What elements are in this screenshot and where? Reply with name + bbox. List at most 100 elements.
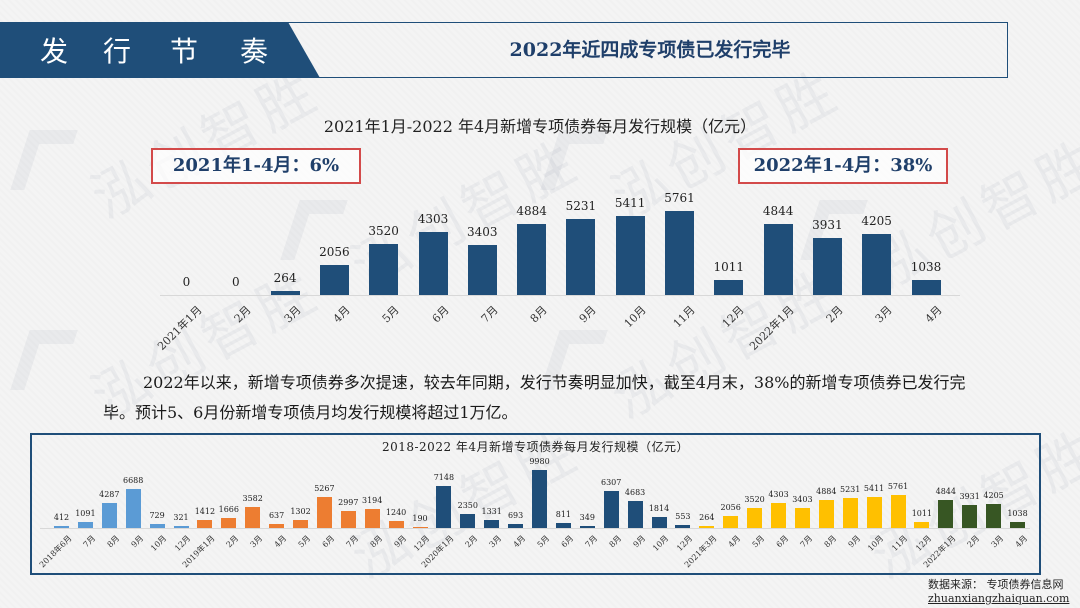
chart1-bar — [763, 224, 793, 295]
chart2-x-tick: 6月 — [559, 533, 575, 550]
page-title: 2022年近四成专项债已发行完毕 — [509, 39, 791, 61]
chart1-bar — [911, 279, 941, 295]
summary-paragraph: 2022年以来，新增专项债券多次提速，较去年同期，发行节奏明显加快，截至4月末，… — [103, 373, 966, 422]
chart2-x-tick: 6月 — [320, 533, 336, 550]
chart2-data-label: 1331 — [481, 507, 502, 517]
chart2-x-tick: 4月 — [272, 533, 289, 550]
chart2-bar — [794, 508, 810, 528]
section-char: 奏 — [240, 35, 269, 68]
chart2-data-label: 3931 — [959, 492, 980, 502]
chart2-bar — [699, 526, 715, 528]
chart1-data-label: 3520 — [368, 223, 399, 238]
chart2-x-tick: 2月 — [965, 533, 982, 550]
chart1-bar — [665, 211, 694, 295]
chart2-bar — [149, 523, 165, 528]
chart2-x-tick: 5月 — [535, 533, 552, 550]
chart2-bar — [77, 521, 93, 528]
chart2-bar — [747, 507, 763, 528]
chart2-data-label: 1240 — [385, 507, 407, 517]
chart2-data-label: 4303 — [768, 489, 789, 499]
chart2-data-label: 3582 — [242, 494, 263, 504]
source-url[interactable]: zhuanxiangzhaiquan.com — [928, 592, 1070, 605]
section-char: 发 — [40, 35, 69, 68]
chart2-bar — [101, 503, 117, 528]
chart2-data-label: 5267 — [314, 484, 335, 494]
chart2-x-tick: 8月 — [105, 533, 121, 550]
chart2-x-tick: 8月 — [822, 533, 838, 550]
chart2-bar — [340, 510, 356, 528]
chart2-x-tick: 3月 — [487, 533, 504, 550]
chart2-bar — [962, 505, 978, 528]
chart1-x-tick: 4月 — [330, 303, 353, 326]
chart2-bar — [436, 486, 452, 528]
chart1-x-tick: 3月 — [281, 303, 304, 326]
chart2-x-tick: 4月 — [726, 533, 743, 550]
chart2-x-tick: 9月 — [631, 533, 647, 550]
chart2-bar — [627, 500, 643, 528]
chart2-data-label: 4683 — [624, 487, 646, 497]
section-char: 节 — [170, 35, 199, 68]
chart2-data-label: 5411 — [863, 483, 885, 493]
chart2-bar — [818, 499, 834, 528]
chart1-data-label: 3403 — [467, 225, 498, 240]
chart2-bar — [723, 516, 739, 528]
chart2-bar — [364, 509, 380, 528]
callout-2021: 2021年1-4月：6% — [151, 148, 361, 184]
chart2-data-label: 637 — [268, 511, 285, 521]
chart1-bar — [517, 223, 547, 295]
chart1-x-tick: 2022年1月 — [746, 303, 797, 353]
chart2-bar — [675, 524, 691, 528]
chart2-data-label: 1011 — [911, 509, 933, 519]
chart1-bar — [566, 218, 596, 295]
chart2-x-tick: 9月 — [392, 533, 408, 550]
chart1-bar — [369, 243, 399, 295]
chart2-data-label: 264 — [699, 513, 715, 523]
chart2-x-tick: 7月 — [81, 533, 97, 550]
chart2-x-axis — [40, 528, 1030, 529]
chart1-bar — [418, 232, 448, 295]
chart2-x-tick: 9月 — [846, 533, 862, 550]
section-label-band: 发 行 节 奏 — [0, 22, 320, 78]
chart1-data-label: 4884 — [516, 203, 547, 218]
chart2-data-label: 349 — [579, 512, 595, 522]
chart1-data-label: 4844 — [762, 204, 794, 219]
chart2-bar — [555, 523, 571, 528]
chart2-bar — [269, 524, 285, 528]
chart1-x-tick: 4月 — [922, 303, 945, 326]
chart2-x-tick: 7月 — [344, 533, 360, 550]
chart1-data-label: 4303 — [417, 212, 449, 227]
chart2-x-tick: 5月 — [296, 533, 313, 550]
chart2-data-label: 6688 — [123, 476, 144, 486]
chart1-data-label: 5761 — [664, 191, 695, 205]
chart2-bar — [173, 526, 189, 528]
watermark-logo-icon — [10, 130, 78, 190]
chart2-x-tick: 8月 — [368, 533, 384, 550]
chart2-bar — [388, 520, 404, 528]
chart2-bar — [842, 497, 858, 528]
chart2-x-tick: 8月 — [607, 533, 623, 550]
chart2-bar — [412, 526, 428, 528]
chart1-x-axis — [160, 295, 960, 296]
chart2-title: 2018-2022 年4月新增专项债券每月发行规模（亿元） — [381, 440, 690, 454]
section-char: 行 — [103, 35, 132, 68]
chart1-bar — [862, 233, 892, 295]
chart1-x-tick: 9月 — [577, 303, 600, 326]
chart2-bar-chart: 412 2018年6月 1091 7月 4287 8月 6688 9月 729 10月 321 12月… — [37, 450, 1030, 570]
chart2-data-label: 3520 — [744, 494, 765, 504]
chart1-x-tick: 11月 — [670, 303, 698, 331]
chart2-x-tick: 4月 — [511, 533, 528, 550]
data-source: 数据来源： 专项债券信息网 zhuanxiangzhaiquan.com — [928, 578, 1069, 606]
chart2-bar — [221, 518, 237, 528]
chart2-bar — [460, 514, 476, 528]
chart2-frame — [30, 433, 1041, 575]
chart2-x-tick: 11月 — [890, 533, 910, 553]
chart2-bar — [293, 520, 308, 528]
chart2-data-label: 1091 — [75, 508, 96, 518]
chart2-data-label: 321 — [173, 513, 189, 523]
chart2-x-tick: 10月 — [651, 533, 671, 553]
chart2-bar — [651, 517, 667, 528]
chart2-x-tick: 2月 — [224, 533, 241, 550]
chart2-bar — [890, 494, 906, 528]
chart2-bar — [1010, 521, 1025, 528]
chart2-bar — [484, 520, 500, 528]
